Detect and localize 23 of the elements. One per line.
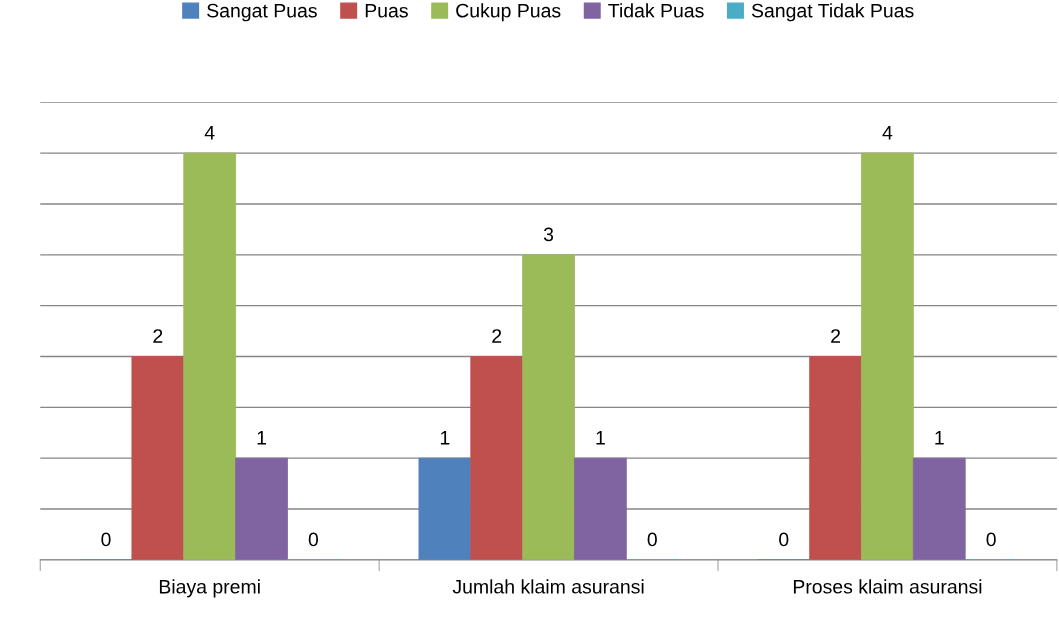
data-label: 1 (596, 431, 605, 445)
data-label: 1 (935, 431, 944, 445)
legend-label: Tidak Puas (608, 3, 704, 18)
x-tick-label: Proses klaim asuransi (793, 579, 982, 594)
legend-label: Cukup Puas (456, 3, 561, 22)
data-label: 0 (647, 532, 657, 547)
legend-label: Puas (365, 3, 408, 18)
data-label: 0 (101, 532, 111, 547)
legend-label: Sangat Tidak Puas (751, 3, 914, 22)
data-label: 3 (543, 227, 554, 242)
data-label: 2 (153, 329, 163, 343)
data-label: 1 (440, 431, 450, 445)
data-label: 0 (308, 532, 319, 547)
data-label: 0 (986, 532, 996, 547)
legend-label: Sangat Puas (207, 3, 317, 22)
data-label: 4 (204, 126, 215, 140)
data-label: 4 (882, 126, 893, 140)
data-label: 1 (257, 431, 266, 445)
x-tick-label: Biaya premi (159, 579, 260, 598)
data-label: 2 (492, 329, 502, 343)
data-label: 0 (779, 532, 789, 547)
data-label: 2 (831, 329, 841, 343)
x-tick-label: Jumlah klaim asuransi (452, 579, 644, 594)
